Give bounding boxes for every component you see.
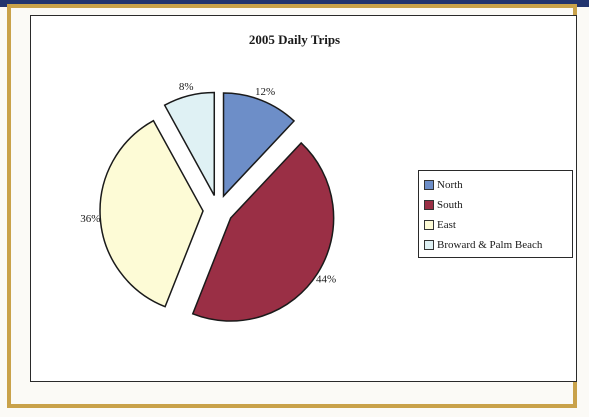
legend-label-north: North	[437, 179, 463, 191]
pie-slice-south	[191, 141, 335, 322]
slice-label-broward-palm-beach: 8%	[179, 81, 194, 93]
chart-title: 2005 Daily Trips	[248, 32, 341, 47]
legend-item-south: South	[424, 195, 572, 215]
slide-header-band	[0, 0, 589, 7]
pie-slice-east	[99, 119, 204, 308]
legend-swatch-north	[424, 180, 434, 190]
pie-slice-north	[222, 92, 296, 198]
slice-label-north: 12%	[255, 86, 275, 98]
slice-label-east: 36%	[80, 213, 100, 225]
legend-item-broward-palm-beach: Broward & Palm Beach	[424, 235, 572, 255]
pie-slice-broward-palm-beach	[163, 91, 216, 196]
legend-swatch-broward-palm-beach	[424, 240, 434, 250]
legend-label-east: East	[437, 219, 456, 231]
legend-label-south: South	[437, 199, 463, 211]
legend-swatch-south	[424, 200, 434, 210]
legend-label-broward-palm-beach: Broward & Palm Beach	[437, 239, 543, 251]
chart-legend: North South East Broward & Palm Beach	[418, 170, 573, 258]
slice-label-south: 44%	[316, 274, 336, 286]
legend-item-north: North	[424, 175, 572, 195]
legend-swatch-east	[424, 220, 434, 230]
legend-item-east: East	[424, 215, 572, 235]
